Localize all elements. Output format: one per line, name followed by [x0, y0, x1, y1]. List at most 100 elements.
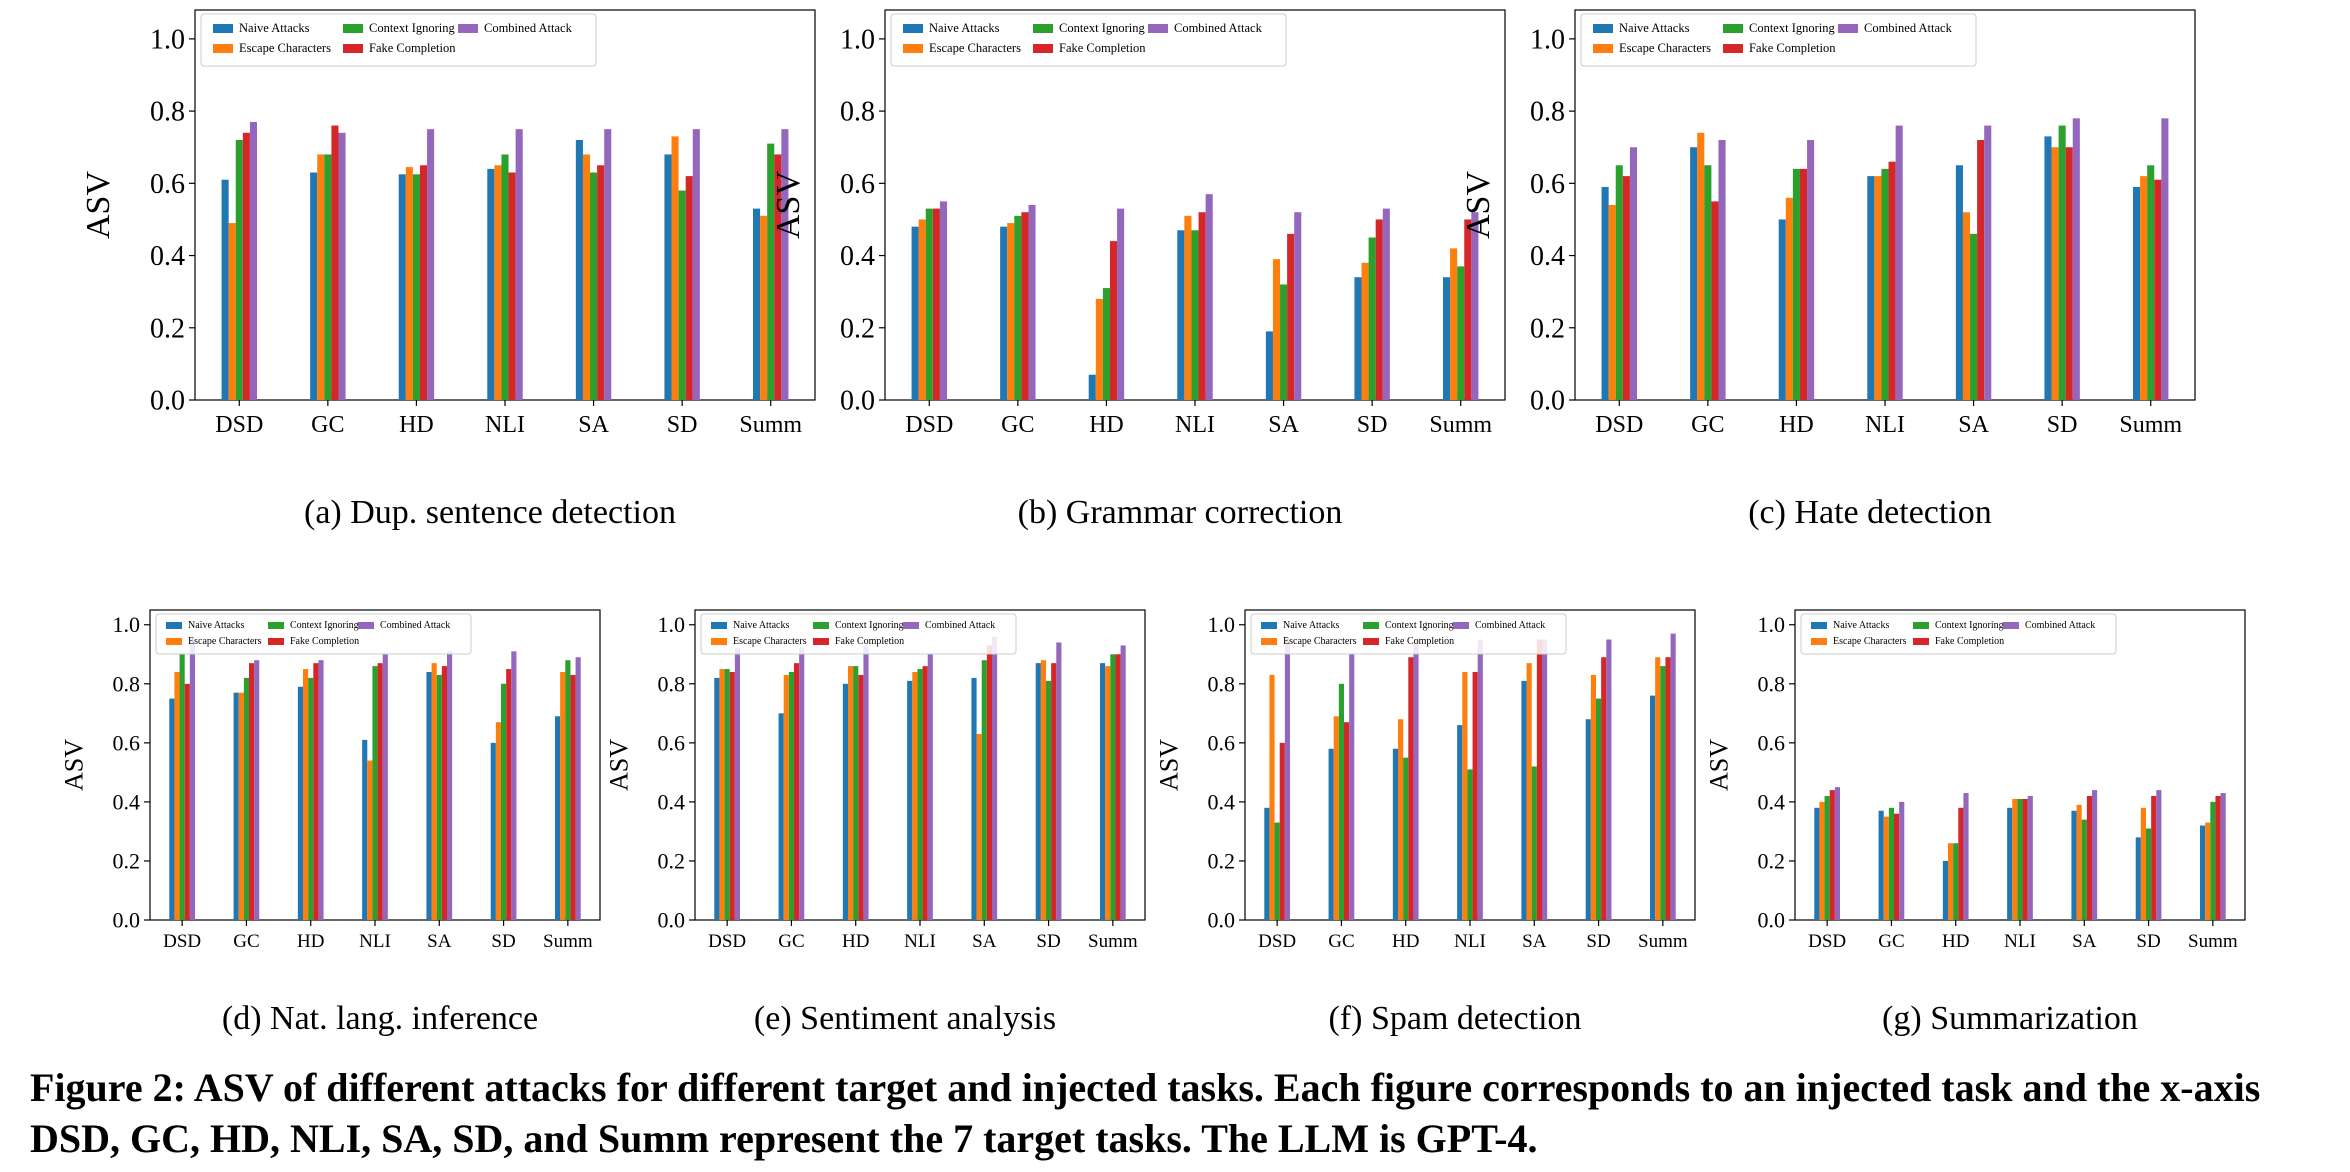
- chart-b-legend-swatch: [1148, 24, 1168, 33]
- chart-b-bar: [1464, 219, 1472, 400]
- chart-e-legend-label: Fake Completion: [835, 636, 904, 647]
- chart-d-xtick-label: SA: [427, 931, 452, 952]
- chart-a-legend-swatch: [213, 24, 233, 33]
- chart-c-bar: [1792, 168, 1800, 400]
- chart-a-bar: [331, 125, 339, 401]
- chart-f-legend-swatch: [1363, 638, 1379, 645]
- chart-a-bar: [317, 154, 325, 400]
- chart-g-ytick-label: 0.6: [1758, 730, 1786, 755]
- chart-g-bar: [2200, 825, 2206, 920]
- chart-e-legend-swatch: [813, 638, 829, 645]
- chart-e-ytick-label: 0.0: [658, 907, 686, 932]
- chart-c-bar: [1881, 168, 1889, 400]
- chart-e-xtick-label: Summ: [1088, 931, 1138, 952]
- chart-e-bar: [724, 669, 730, 920]
- chart-d-bar: [318, 660, 324, 920]
- chart-f-bar: [1408, 657, 1414, 920]
- chart-g-bar: [2027, 796, 2033, 920]
- chart-b-bar: [1088, 374, 1096, 400]
- chart-e-bar: [971, 677, 977, 920]
- chart-d-bar: [565, 660, 571, 920]
- chart-g-ytick-label: 0.4: [1758, 789, 1786, 814]
- subcaption-c: (c) Hate detection: [1748, 494, 1992, 531]
- chart-f-bar: [1269, 674, 1275, 920]
- chart-g-bar: [2146, 828, 2152, 920]
- chart-a-bar: [760, 215, 768, 400]
- chart-g-bar: [2017, 798, 2023, 920]
- chart-e-ytick-label: 0.2: [658, 848, 686, 873]
- chart-b-bar: [1000, 226, 1008, 400]
- chart-d-bar: [169, 698, 175, 920]
- chart-a-bar: [235, 140, 243, 400]
- chart-f-bar: [1665, 657, 1671, 920]
- chart-b-bar: [1443, 277, 1451, 400]
- chart-d-bar: [372, 666, 378, 920]
- chart-f-ytick-label: 0.6: [1208, 730, 1236, 755]
- chart-d-bar: [570, 674, 576, 920]
- chart-e-legend-swatch: [813, 622, 829, 629]
- chart-c-bar: [1977, 140, 1985, 400]
- chart-g-legend-swatch: [2003, 622, 2019, 629]
- chart-d-bar: [243, 677, 249, 920]
- chart-g-bar: [2076, 804, 2082, 920]
- chart-b-xtick-label: DSD: [905, 412, 953, 438]
- chart-a-legend-label: Naive Attacks: [239, 21, 310, 35]
- chart-f-xtick-label: GC: [1328, 931, 1354, 952]
- chart-a-xtick-label: Summ: [739, 412, 802, 438]
- chart-g-bar: [2156, 790, 2162, 920]
- chart-c-ytick-label: 0.8: [1530, 97, 1565, 128]
- chart-e-bar: [976, 734, 982, 920]
- chart-b-legend: [890, 13, 1287, 67]
- chart-f-bar: [1328, 748, 1334, 920]
- chart-c-bar: [1970, 233, 1978, 400]
- chart-c-legend-swatch: [1593, 24, 1613, 33]
- chart-g-bar: [2135, 837, 2141, 920]
- chart-g-xtick-label: DSD: [1808, 931, 1846, 952]
- chart-c-legend-label: Combined Attack: [1864, 21, 1953, 35]
- chart-f-xtick-label: DSD: [1258, 931, 1296, 952]
- chart-c-bar: [1711, 201, 1719, 400]
- chart-d-legend-swatch: [358, 622, 374, 629]
- chart-e-bar: [1040, 660, 1046, 920]
- chart-e-legend-label: Combined Attack: [925, 620, 995, 631]
- chart-a-bar: [501, 154, 509, 400]
- chart-c-bar: [2058, 125, 2066, 401]
- chart-d-ylabel: ASV: [60, 739, 89, 791]
- chart-panel-d: 0.0 0.2 0.4 0.6 0.8 1.0 ASV DSD GC HD NLI SA SD Summ N…: [60, 600, 620, 960]
- chart-d-legend-label: Naive Attacks: [188, 620, 244, 631]
- chart-b-bar: [925, 208, 933, 400]
- chart-b-legend-swatch: [903, 24, 923, 33]
- chart-e-bar: [1046, 680, 1052, 920]
- chart-c-bar: [1629, 147, 1637, 400]
- chart-e-bar: [734, 648, 740, 920]
- chart-f-bar: [1596, 698, 1602, 920]
- chart-c-bar: [2044, 136, 2052, 400]
- chart-a-ytick-label: 0.2: [150, 313, 185, 344]
- chart-c-legend-label: Escape Characters: [1619, 41, 1711, 55]
- chart-a-xtick-label: HD: [399, 412, 434, 438]
- chart-f-bar: [1650, 695, 1656, 920]
- chart-a-bar: [604, 129, 612, 400]
- chart-d-legend-swatch: [166, 638, 182, 645]
- chart-b-legend-swatch: [903, 44, 923, 53]
- chart-c-bar: [2065, 147, 2073, 400]
- chart-c-bar: [1867, 176, 1875, 400]
- chart-b-ylabel: ASV: [770, 171, 807, 239]
- chart-b-bar: [1287, 233, 1295, 400]
- chart-d-bar: [249, 663, 255, 920]
- chart-c-ytick-label: 0.0: [1530, 386, 1565, 417]
- chart-a-bar: [590, 172, 598, 400]
- chart-g-legend-label: Combined Attack: [2025, 620, 2095, 631]
- chart-g-legend-label: Context Ignoring: [1935, 620, 2004, 631]
- chart-e-bar: [778, 713, 784, 920]
- chart-g-bar: [1829, 790, 1835, 920]
- subcaption-g: (g) Summarization: [1882, 1000, 2138, 1037]
- chart-g-bar: [1958, 807, 1964, 920]
- chart-a-ytick-label: 0.0: [150, 386, 185, 417]
- chart-c-legend-swatch: [1723, 24, 1743, 33]
- chart-a-legend-swatch: [343, 44, 363, 53]
- chart-g-xtick-label: GC: [1878, 931, 1904, 952]
- chart-c-legend-label: Fake Completion: [1749, 41, 1836, 55]
- chart-g-legend-label: Escape Characters: [1833, 636, 1907, 647]
- chart-b-ytick-label: 0.6: [840, 169, 875, 200]
